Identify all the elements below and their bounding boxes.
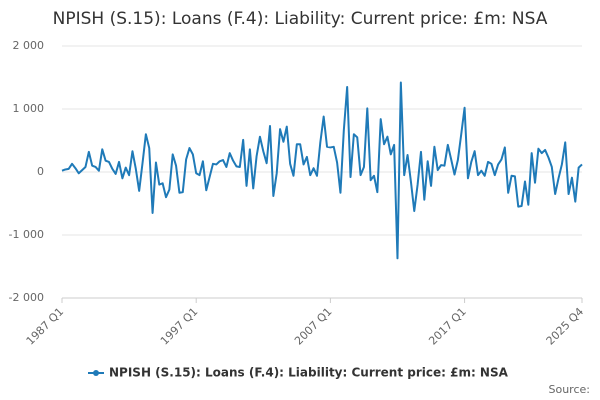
x-tick-label: 2017 Q1	[426, 305, 469, 348]
legend-marker	[93, 370, 99, 376]
y-tick-label: 1 000	[13, 102, 45, 115]
y-tick-label: 2 000	[13, 39, 45, 52]
y-tick-label: -1 000	[9, 228, 44, 241]
chart-title: NPISH (S.15): Loans (F.4): Liability: Cu…	[53, 9, 548, 29]
legend-label: NPISH (S.15): Loans (F.4): Liability: Cu…	[109, 366, 509, 380]
y-tick-label: 0	[37, 165, 44, 178]
y-tick-label: -2 000	[9, 291, 44, 304]
x-tick-label: 1987 Q1	[24, 305, 67, 348]
x-tick-label: 1997 Q1	[158, 305, 201, 348]
x-tick-label: 2007 Q1	[292, 305, 335, 348]
source: Source:	[549, 383, 591, 396]
x-tick-label: 2025 Q4	[544, 305, 587, 348]
series-line	[61, 81, 583, 260]
